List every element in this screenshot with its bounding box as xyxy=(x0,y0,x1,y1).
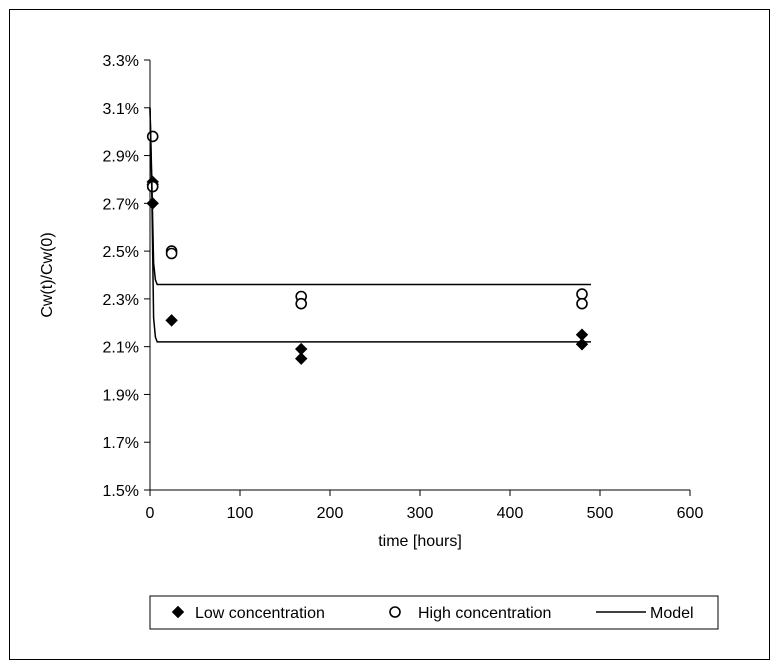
y-tick-label: 1.5% xyxy=(103,483,139,500)
legend-low-concentration-label: Low concentration xyxy=(195,605,325,622)
y-tick-label: 2.1% xyxy=(103,340,139,357)
y-tick-label: 1.7% xyxy=(103,435,139,452)
low-concentration-point xyxy=(165,314,178,327)
low-concentration-point xyxy=(575,338,589,351)
x-tick-label: 200 xyxy=(317,505,344,522)
y-tick-label: 3.3% xyxy=(103,53,139,70)
x-tick-label: 0 xyxy=(146,505,155,522)
plot-area: 1.5% 1.7% 1.9% 2.1% 2.3% 2.5% 2.7% 2.9% 3.1% 3.3%… xyxy=(39,53,703,550)
high-concentration-point xyxy=(295,297,308,310)
model-line-2 xyxy=(149,107,591,343)
y-axis-title: Cw(t)/Cw(0) xyxy=(39,232,56,317)
model-line-1 xyxy=(149,107,591,286)
x-axis-title: time [hours] xyxy=(378,533,462,550)
x-tick-label: 300 xyxy=(407,505,434,522)
high-concentration-point xyxy=(576,297,588,310)
y-tick-label: 3.1% xyxy=(103,101,139,118)
low-concentration-point xyxy=(294,352,308,365)
high-concentration-point xyxy=(165,247,178,260)
y-tick-label: 1.9% xyxy=(103,387,139,404)
x-tick-label: 500 xyxy=(587,505,614,522)
legend-low-concentration-marker xyxy=(171,605,185,619)
y-tick-label: 2.5% xyxy=(103,244,139,261)
x-tick-label: 600 xyxy=(677,505,704,522)
y-tick-label: 2.3% xyxy=(103,292,139,309)
y-tick-label: 2.9% xyxy=(103,149,139,166)
legend-model-label: Model xyxy=(650,605,694,622)
legend-high-concentration-label: High concentration xyxy=(418,605,551,622)
high-concentration-point xyxy=(576,288,588,300)
legend-high-concentration-marker xyxy=(389,606,401,618)
chart-frame xyxy=(9,9,770,660)
high-concentration-point xyxy=(146,130,159,143)
x-tick-label: 100 xyxy=(227,505,254,522)
legend: Low concentration High concentration Model xyxy=(149,595,719,630)
y-tick-label: 2.7% xyxy=(103,196,139,213)
x-tick-label: 400 xyxy=(497,505,524,522)
